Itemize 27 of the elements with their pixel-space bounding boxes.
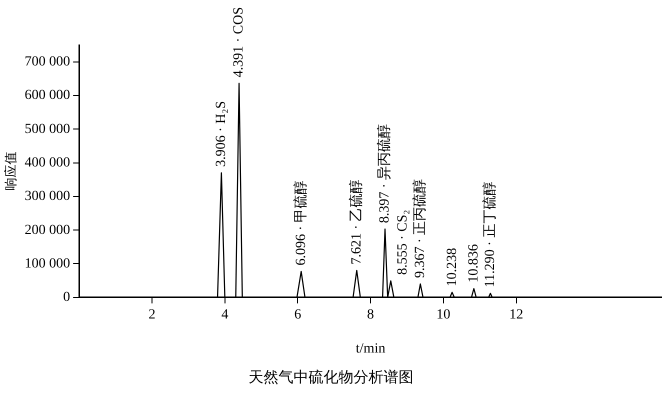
annotation: 4.391 · COS [232, 6, 247, 78]
y-tick-label: 300 000 [24, 189, 70, 204]
x-tick-label: 6 [294, 307, 302, 322]
annotation: 6.096 · 甲硫醇 [292, 180, 309, 266]
annotation: 8.397 · 异丙硫醇 [376, 124, 393, 224]
y-tick-label: 0 [63, 290, 70, 306]
annotation: 9.367 · 正丙硫醇 [412, 178, 428, 278]
x-tick-label: 12 [509, 307, 524, 322]
x-tick-label: 4 [221, 307, 228, 322]
y-tick-label: 400 000 [24, 155, 70, 170]
y-tick-label: 700 000 [24, 54, 70, 70]
annotation: 3.906 · H₂S [214, 100, 230, 167]
text: 天然气中硫化物分析谱图 [248, 368, 414, 386]
y-tick-label: 600 000 [24, 88, 70, 104]
annotation: 11.290 · 正丁硫醇 [482, 182, 498, 288]
annotation: 10.836 [466, 244, 482, 283]
annotation: 7.621 · 乙硫醇 [348, 179, 364, 264]
y-axis-title: 响应值 [3, 152, 18, 191]
x-tick-label: 10 [436, 307, 450, 322]
x-axis-title: t/min [356, 341, 386, 356]
x-tick-label: 2 [148, 307, 156, 322]
annotation: 8.555 · CS₂ [395, 210, 410, 275]
y-tick-label: 100 000 [24, 256, 70, 272]
x-tick-label: 8 [367, 307, 374, 322]
y-tick-label: 500 000 [24, 122, 70, 137]
y-tick-label: 200 000 [24, 222, 70, 238]
annotation: 10.238 [444, 248, 460, 286]
